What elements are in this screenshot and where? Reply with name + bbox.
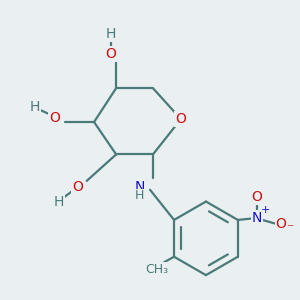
Text: O: O: [276, 217, 286, 231]
Text: O: O: [49, 111, 60, 124]
Text: CH₃: CH₃: [145, 263, 168, 277]
Text: O: O: [176, 112, 186, 126]
Text: O: O: [251, 190, 262, 204]
Text: N: N: [134, 180, 145, 194]
Text: N: N: [252, 212, 262, 226]
Text: H: H: [106, 27, 116, 41]
Text: O: O: [106, 47, 117, 61]
Text: ⁻: ⁻: [286, 223, 293, 237]
Text: O: O: [72, 180, 83, 194]
Text: H: H: [53, 194, 64, 208]
Text: H: H: [30, 100, 40, 114]
Text: +: +: [260, 205, 270, 215]
Text: O: O: [176, 112, 186, 126]
Text: H: H: [135, 189, 144, 202]
